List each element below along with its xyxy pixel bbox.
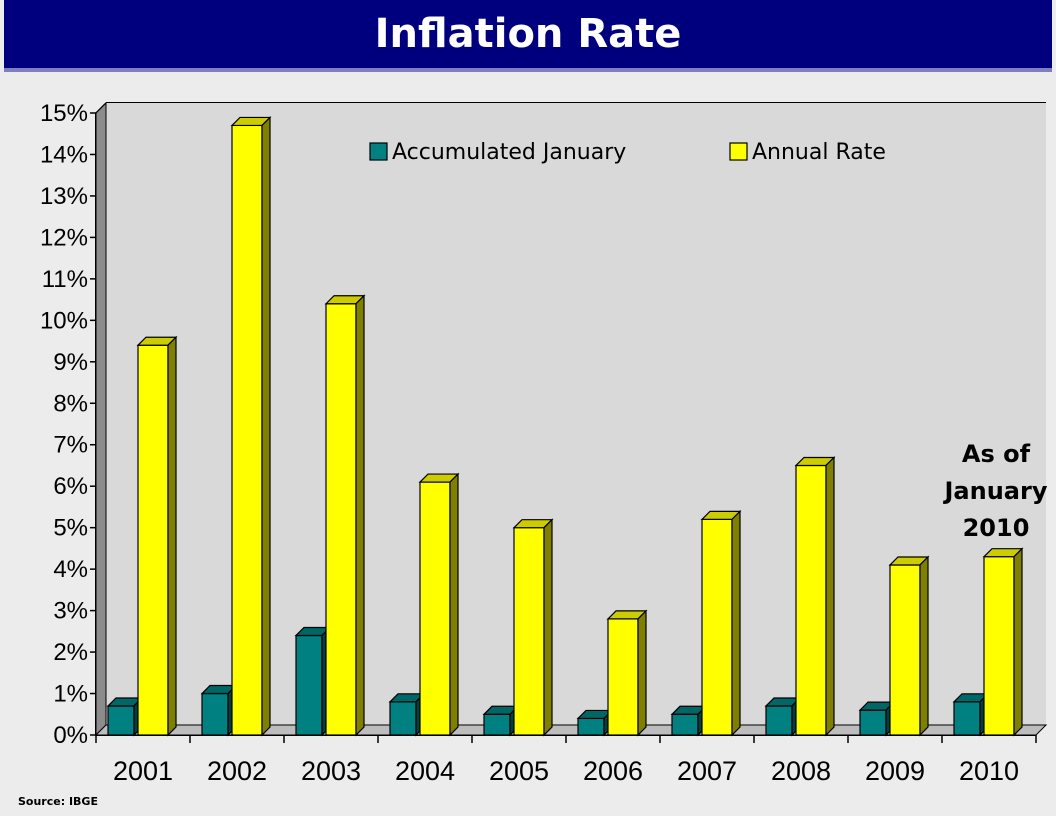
bar-2005-accumulated-january-front: [483, 713, 511, 736]
bar-2009-annual-rate-front: [889, 564, 921, 736]
bar-2002-accumulated-january: [200, 684, 238, 737]
bar-2003-annual-rate-side: [355, 294, 365, 737]
bar-2002-accumulated-january-front: [201, 692, 229, 736]
bar-2005-annual-rate: [512, 518, 554, 737]
xtick-label: 2004: [395, 756, 455, 786]
bar-2002-annual-rate: [230, 115, 272, 737]
xtick-label: 2007: [677, 756, 737, 786]
bar-2008-accumulated-january-front: [765, 705, 793, 736]
bar-2004-annual-rate-front: [419, 481, 451, 736]
bar-2010-accumulated-january-front: [953, 701, 981, 736]
bar-2005-annual-rate-front: [513, 527, 545, 736]
ytick-label: 1%: [53, 681, 88, 708]
bar-2008-accumulated-january: [764, 696, 802, 737]
xtick-label: 2003: [301, 756, 361, 786]
ytick-label: 12%: [40, 224, 88, 251]
bar-2008-annual-rate: [794, 456, 836, 737]
ytick-label: 7%: [53, 432, 88, 459]
source-note: Source: IBGE: [18, 795, 98, 808]
bar-2001-annual-rate: [136, 335, 178, 737]
ytick-label: 10%: [40, 307, 88, 334]
title-underline: [4, 68, 1052, 72]
bar-2006-annual-rate-side: [637, 609, 647, 737]
bar-2006-annual-rate: [606, 609, 648, 737]
bar-2005-accumulated-january: [482, 704, 520, 737]
xtick-label: 2001: [113, 756, 173, 786]
bar-2009-annual-rate-side: [919, 555, 929, 737]
ytick-label: 6%: [53, 473, 88, 500]
x-axis-ticks: 2001 2002 2003 2004 2005 2006 2007 2008 2009 2010: [113, 756, 1019, 786]
bar-2004-annual-rate: [418, 472, 460, 737]
legend: Accumulated January Annual Rate: [330, 133, 930, 169]
bar-2002-annual-rate-side: [261, 115, 271, 737]
bar-2007-annual-rate-front: [701, 518, 733, 736]
ytick-label: 11%: [42, 266, 88, 293]
annotation-line: As of: [962, 440, 1031, 468]
bar-2010-accumulated-january: [952, 692, 990, 737]
legend-label: Accumulated January: [392, 140, 626, 165]
bar-2008-annual-rate-front: [795, 464, 827, 736]
xtick-label: 2005: [489, 756, 549, 786]
bar-2007-accumulated-january-front: [671, 713, 699, 736]
bar-2003-annual-rate: [324, 294, 366, 737]
ytick-label: 2%: [53, 639, 88, 666]
legend-label: Annual Rate: [752, 140, 886, 165]
ytick-label: 14%: [40, 141, 88, 168]
annotation-line: January: [943, 477, 1048, 505]
legend-swatch: [369, 142, 388, 161]
bar-2001-annual-rate-front: [137, 344, 169, 736]
bar-2006-accumulated-january: [576, 708, 614, 737]
xtick-label: 2008: [771, 756, 831, 786]
bar-2007-annual-rate: [700, 509, 742, 737]
bar-2009-annual-rate: [888, 555, 930, 737]
chart-title: Inflation Rate: [4, 0, 1052, 68]
bar-2006-accumulated-january-front: [577, 717, 605, 736]
annotation-line: 2010: [963, 514, 1030, 542]
ytick-label: 0%: [53, 722, 88, 749]
ytick-label: 9%: [53, 349, 88, 376]
bar-2009-accumulated-january-front: [859, 709, 887, 736]
ytick-label: 4%: [53, 556, 88, 583]
xtick-label: 2002: [207, 756, 267, 786]
legend-swatch: [729, 142, 748, 161]
bar-2008-annual-rate-side: [825, 456, 835, 737]
xtick-label: 2006: [583, 756, 643, 786]
ytick-label: 13%: [40, 183, 88, 210]
bar-2001-accumulated-january-front: [107, 705, 135, 736]
bar-2003-accumulated-january-front: [295, 634, 323, 736]
bar-2006-annual-rate-front: [607, 618, 639, 736]
legend-box: [330, 133, 930, 169]
ytick-label: 3%: [53, 598, 88, 625]
bar-2010-annual-rate: [982, 547, 1024, 737]
bar-2003-annual-rate-front: [325, 303, 357, 736]
bar-2004-annual-rate-side: [449, 472, 459, 737]
ytick-label: 15%: [40, 100, 88, 127]
ytick-label: 8%: [53, 390, 88, 417]
bar-2004-accumulated-january: [388, 692, 426, 737]
bars: [106, 115, 1024, 737]
xtick-label: 2009: [865, 756, 925, 786]
bar-2003-accumulated-january: [294, 626, 332, 737]
bar-2010-annual-rate-front: [983, 556, 1015, 736]
bar-2007-accumulated-january: [670, 704, 708, 737]
bar-2007-annual-rate-side: [731, 509, 741, 737]
ytick-label: 5%: [53, 515, 88, 542]
xtick-label: 2010: [959, 756, 1019, 786]
bar-2010-annual-rate-side: [1013, 547, 1023, 737]
bar-2009-accumulated-january: [858, 700, 896, 737]
y-axis-ticks: 0% 1% 2% 3% 4% 5% 6% 7% 8% 9% 10% 11% 12% 13% 14% 15%: [40, 100, 88, 749]
bar-2002-annual-rate-front: [231, 124, 263, 736]
bar-2001-annual-rate-side: [167, 335, 177, 737]
annotation: As of January 2010: [943, 440, 1048, 542]
bar-2005-annual-rate-side: [543, 518, 553, 737]
side-wall: [95, 101, 107, 737]
bar-2001-accumulated-january: [106, 696, 144, 737]
bar-2004-accumulated-january-front: [389, 701, 417, 736]
